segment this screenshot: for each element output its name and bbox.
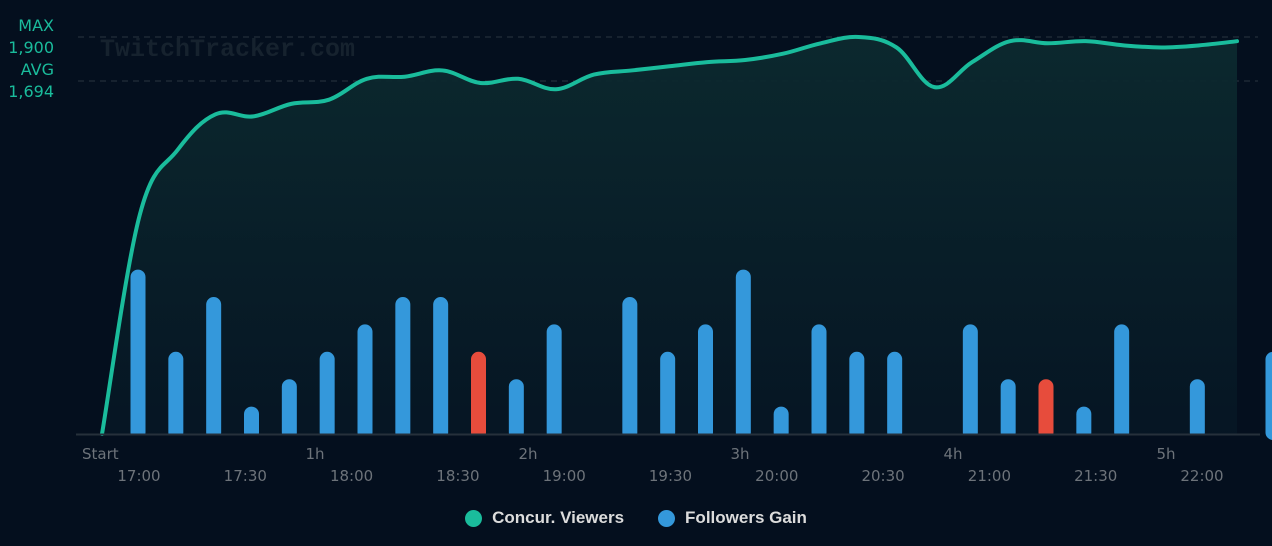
- avg-label: AVG: [21, 60, 54, 79]
- legend-dot-viewers-icon: [465, 509, 483, 527]
- x-tick-clock: 21:30: [1074, 467, 1117, 485]
- followers-bars: [76, 269, 1272, 444]
- followers-bar: [962, 324, 978, 440]
- followers-bar: [1038, 379, 1054, 440]
- followers-bar: [849, 351, 865, 440]
- viewers-area: [102, 36, 1237, 434]
- legend-label-viewers: Concur. Viewers: [492, 508, 625, 527]
- followers-bar: [281, 379, 297, 440]
- followers-bar: [546, 324, 562, 440]
- followers-bar: [887, 351, 903, 440]
- followers-bar: [319, 351, 335, 440]
- x-tick-clock: 19:30: [649, 467, 692, 485]
- followers-bar: [1114, 324, 1130, 440]
- max-label: MAX: [18, 16, 54, 35]
- x-tick-clock: 21:00: [968, 467, 1011, 485]
- followers-bar: [395, 297, 411, 440]
- x-tick-elapsed: Start: [82, 445, 119, 463]
- legend-item-viewers[interactable]: Concur. Viewers: [465, 508, 624, 528]
- followers-bar: [735, 269, 751, 440]
- max-value: 1,900: [8, 38, 54, 57]
- legend: Concur. Viewers Followers Gain: [0, 508, 1272, 528]
- x-tick-clock: 20:00: [755, 467, 798, 485]
- followers-bar: [1000, 379, 1016, 440]
- avg-value: 1,694: [8, 82, 54, 101]
- x-tick-clock: 17:00: [117, 467, 160, 485]
- followers-bar: [1265, 351, 1272, 440]
- followers-bar: [773, 406, 789, 440]
- followers-bar: [471, 351, 486, 440]
- followers-bar: [206, 297, 222, 440]
- x-tick-elapsed: 5h: [1156, 445, 1175, 463]
- x-axis-ticks: Start 1h 2h 3h 4h 5h 17:00 17:30 18:00 18:30 19:00…: [82, 445, 1224, 485]
- x-tick-clock: 22:00: [1180, 467, 1223, 485]
- x-tick-elapsed: 1h: [305, 445, 324, 463]
- followers-bar: [244, 406, 259, 440]
- legend-label-followers: Followers Gain: [685, 508, 807, 527]
- followers-bar: [357, 324, 373, 440]
- x-tick-clock: 18:30: [436, 467, 479, 485]
- x-tick-clock: 18:00: [330, 467, 373, 485]
- x-tick-elapsed: 4h: [943, 445, 962, 463]
- viewers-line: [100, 34, 1239, 436]
- x-tick-clock: 17:30: [224, 467, 267, 485]
- followers-bar: [698, 324, 713, 440]
- axis-mask: [76, 435, 1266, 444]
- followers-bar: [811, 324, 827, 440]
- x-tick-clock: 20:30: [861, 467, 904, 485]
- followers-bar: [660, 351, 676, 440]
- watermark: TwitchTracker.com: [100, 35, 355, 64]
- followers-bar: [622, 297, 638, 440]
- followers-bar: [508, 379, 524, 440]
- x-tick-clock: 19:00: [543, 467, 586, 485]
- followers-bar: [1189, 379, 1205, 440]
- followers-bar: [168, 351, 184, 440]
- followers-bar: [130, 269, 146, 440]
- legend-item-followers[interactable]: Followers Gain: [658, 508, 807, 528]
- legend-dot-followers-icon: [658, 509, 676, 527]
- followers-bar: [433, 297, 449, 440]
- x-tick-elapsed: 2h: [518, 445, 537, 463]
- followers-bar: [1076, 406, 1092, 440]
- x-tick-elapsed: 3h: [730, 445, 749, 463]
